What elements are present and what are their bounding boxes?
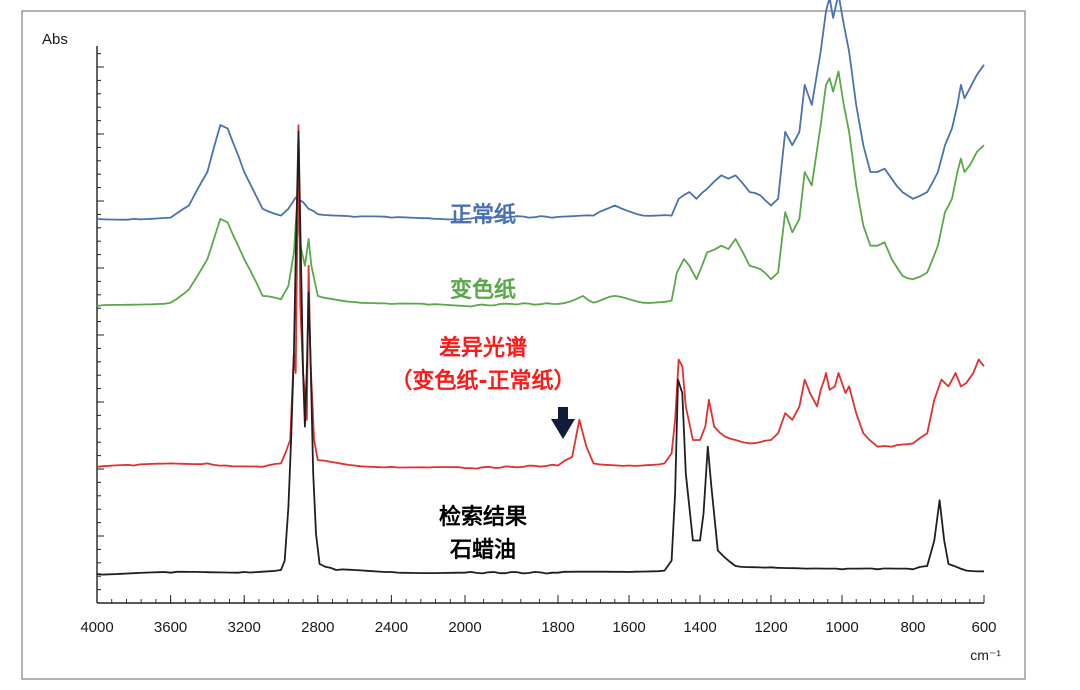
x-axis-unit: cm⁻¹ xyxy=(970,647,1001,663)
series-label-3: （变色纸-正常纸） xyxy=(390,368,575,394)
x-tick-label: 600 xyxy=(971,619,996,636)
x-tick-label: 800 xyxy=(900,619,925,636)
arrow-marker xyxy=(551,407,575,439)
series-line-2 xyxy=(96,70,985,308)
axes: 4000 3600 3200 2800 2400 2000 1800 1600 1400 1200… xyxy=(80,46,997,636)
x-tick-label: 3200 xyxy=(228,619,261,636)
x-tick-label: 1000 xyxy=(825,619,858,636)
x-tick-label: 4000 xyxy=(80,619,113,636)
plot-area xyxy=(96,0,985,576)
x-tick-label: 3600 xyxy=(154,619,187,636)
x-tick-label: 1600 xyxy=(612,619,645,636)
y-axis-label: Abs xyxy=(42,31,68,48)
series-line-3 xyxy=(96,124,985,470)
series-line-1 xyxy=(96,0,985,221)
outer-frame xyxy=(21,10,1026,680)
x-tick-label: 1400 xyxy=(683,619,716,636)
x-tick-label: 2400 xyxy=(375,619,408,636)
series-label-3: 差异光谱 xyxy=(439,335,527,361)
series-line-4 xyxy=(96,130,985,576)
series-label-4: 检索结果 xyxy=(439,504,527,530)
x-tick-label: 1800 xyxy=(541,619,574,636)
x-tick-label: 2800 xyxy=(301,619,334,636)
series-label-1: 正常纸 xyxy=(450,202,516,228)
series-label-2: 变色纸 xyxy=(450,277,516,303)
x-tick-label: 2000 xyxy=(448,619,481,636)
x-tick-label: 1200 xyxy=(754,619,787,636)
series-label-4: 石蜡油 xyxy=(449,538,516,563)
